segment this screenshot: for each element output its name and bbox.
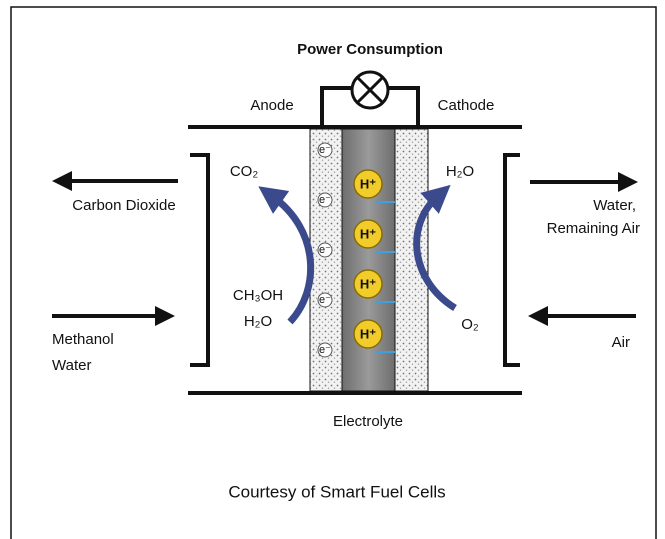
right-bracket [503, 153, 520, 367]
electron [317, 292, 333, 308]
outlet-label: Carbon Dioxide [72, 197, 175, 214]
electron-label: e⁻ [319, 144, 331, 156]
proton [353, 219, 383, 249]
proton [353, 269, 383, 299]
inlet-label: Water [52, 357, 91, 374]
species: CO₂ [230, 163, 259, 180]
load [320, 70, 420, 125]
electron [317, 342, 333, 358]
electron [317, 192, 333, 208]
anode-label: Anode [250, 97, 293, 114]
electron [317, 242, 333, 258]
flow-arrow [258, 186, 315, 325]
proton-label: H⁺ [360, 226, 376, 241]
proton [353, 319, 383, 349]
electron-label: e⁻ [319, 344, 331, 356]
outlet-label: Water, [593, 197, 636, 214]
species: O₂ [461, 316, 479, 333]
electron-label: e⁻ [319, 294, 331, 306]
electron [317, 142, 333, 158]
credit: Courtesy of Smart Fuel Cells [228, 482, 445, 501]
species: CH₃OH [233, 287, 283, 304]
cathode [394, 128, 429, 392]
proton-label: H⁺ [360, 176, 376, 191]
electron-label: e⁻ [319, 244, 331, 256]
frame [10, 6, 657, 539]
left-bracket [190, 153, 210, 367]
flow-arrow [413, 184, 457, 311]
proton-label: H⁺ [360, 326, 376, 341]
electron-label: e⁻ [319, 194, 331, 206]
cathode-label: Cathode [438, 97, 495, 114]
title: Power Consumption [297, 41, 443, 58]
proton [353, 169, 383, 199]
outlet-label: Remaining Air [547, 220, 640, 237]
species: H₂O [446, 163, 474, 180]
inlet-label: Air [612, 334, 630, 351]
inlet-label: Methanol [52, 331, 114, 348]
proton-label: H⁺ [360, 276, 376, 291]
electrolyte-label: Electrolyte [333, 413, 403, 430]
species: H₂O [244, 313, 272, 330]
